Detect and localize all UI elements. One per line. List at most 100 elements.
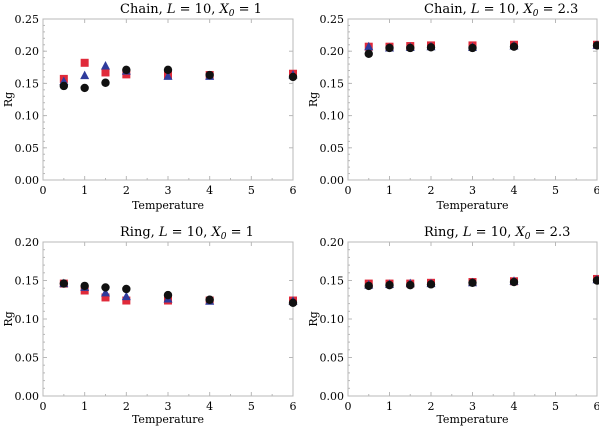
x-tick-label: 6 <box>290 184 297 197</box>
data-point-triangle <box>80 70 90 80</box>
y-tick-label: 0.05 <box>15 142 40 155</box>
x-tick-label: 6 <box>290 400 297 413</box>
chart-title-part: = 2.3 <box>531 225 571 240</box>
x-tick-label: 1 <box>81 400 88 413</box>
chart-title: Ring, L = 10, X0 = 1 <box>120 225 254 242</box>
data-point-circle <box>509 277 519 287</box>
x-tick-label: 6 <box>594 184 599 197</box>
chart-panel: Chain, L = 10, X0 = 2.30 1 2 3 4 5 60.000.050.… <box>307 2 599 212</box>
chart-panels: Chain, L = 10, X0 = 10 1 2 3 4 5 60.000.050.10… <box>2 2 599 426</box>
x-tick-label: 1 <box>386 184 393 197</box>
chart-title-part: L <box>462 225 472 240</box>
data-point-circle <box>59 81 69 91</box>
y-tick-label: 0.10 <box>320 110 345 123</box>
data-point-square <box>101 293 110 302</box>
x-tick-label: 2 <box>123 184 130 197</box>
y-axis-label: Rg <box>2 92 15 107</box>
plot-frame <box>42 18 294 181</box>
y-tick-label: 0.15 <box>15 275 40 288</box>
data-point-circle <box>592 276 599 285</box>
y-axis-label: Rg <box>2 311 15 326</box>
chart-title: Ring, L = 10, X0 = 2.3 <box>424 225 570 242</box>
y-tick-label: 0.00 <box>15 390 40 403</box>
data-point-circle <box>468 43 477 53</box>
data-point-circle <box>80 281 89 291</box>
data-point-circle <box>122 284 131 294</box>
data-point-circle <box>163 65 173 75</box>
series-circle <box>59 65 298 93</box>
data-point-circle <box>80 83 89 93</box>
y-tick-label: 0.20 <box>15 236 40 249</box>
data-point-circle <box>406 43 415 53</box>
data-point-circle <box>101 283 110 292</box>
x-tick-label: 2 <box>428 400 435 413</box>
series-circle <box>364 41 599 58</box>
x-tick-label: 0 <box>345 184 352 197</box>
series-triangle <box>59 61 298 85</box>
y-tick-label: 0.10 <box>15 110 40 123</box>
x-tick-label: 4 <box>511 400 518 413</box>
y-tick-label: 0.00 <box>320 174 345 187</box>
x-tick-label: 6 <box>594 400 599 413</box>
chart-title: Chain, L = 10, X0 = 1 <box>120 2 262 19</box>
series-circle <box>59 279 298 308</box>
data-point-square <box>80 58 89 67</box>
y-tick-label: 0.00 <box>320 390 345 403</box>
chart-title-part: = 10, <box>176 2 220 17</box>
x-tick-label: 2 <box>123 400 130 413</box>
y-tick-label: 0.20 <box>320 236 345 249</box>
series-square <box>59 58 297 83</box>
data-point-circle <box>59 279 69 288</box>
y-tick-label: 0.05 <box>320 142 345 155</box>
chart-title-part: = 10, <box>480 2 524 17</box>
x-tick-label: 5 <box>552 400 559 413</box>
chart-title-part: L <box>166 2 176 17</box>
x-tick-label: 0 <box>40 400 47 413</box>
y-tick-label: 0.10 <box>320 313 345 326</box>
series-triangle <box>364 40 599 52</box>
data-point-circle <box>205 70 214 80</box>
chart-title-part: L <box>158 225 168 240</box>
data-point-circle <box>426 43 436 52</box>
y-tick-label: 0.15 <box>320 275 345 288</box>
x-axis-label: Temperature <box>436 199 508 212</box>
y-axis-label: Rg <box>307 311 320 326</box>
y-axis-label: Rg <box>307 92 320 107</box>
chart-title-part: Ring, <box>424 225 463 240</box>
series-circle <box>364 276 599 291</box>
chart-title-part: X <box>522 2 533 17</box>
x-tick-label: 5 <box>552 184 559 197</box>
y-tick-label: 0.20 <box>320 45 345 58</box>
data-point-circle <box>122 65 131 75</box>
chart-title-part: = 2.3 <box>538 2 578 17</box>
chart-title-part: 0 <box>229 9 235 19</box>
data-point-circle <box>205 295 214 304</box>
x-tick-label: 1 <box>81 184 88 197</box>
chart-title-part: Chain, <box>424 2 471 17</box>
x-tick-label: 3 <box>165 184 172 197</box>
data-point-triangle <box>364 41 374 51</box>
data-point-circle <box>406 280 415 290</box>
data-point-circle <box>385 43 394 53</box>
data-point-circle <box>101 78 110 87</box>
data-point-circle <box>509 42 519 51</box>
chart-panel: Chain, L = 10, X0 = 10 1 2 3 4 5 60.000.050.10… <box>2 2 298 212</box>
chart-panel: Ring, L = 10, X0 = 2.30 1 2 3 4 5 60.000.050.1… <box>307 225 599 426</box>
x-axis-label: Temperature <box>132 199 204 212</box>
data-point-circle <box>288 298 298 308</box>
y-tick-label: 0.25 <box>15 13 40 26</box>
chart-title-part: 0 <box>525 232 531 242</box>
data-point-square <box>101 68 110 77</box>
data-point-triangle <box>101 287 110 297</box>
x-tick-label: 2 <box>428 184 435 197</box>
data-point-circle <box>288 72 298 82</box>
plot-frame <box>347 241 598 397</box>
data-point-circle <box>364 281 373 291</box>
chart-title-part: = 10, <box>472 225 516 240</box>
chart-panel: Ring, L = 10, X0 = 10 1 2 3 4 5 60.000.050.100… <box>2 225 298 426</box>
series-square <box>364 274 599 288</box>
x-axis-label: Temperature <box>436 413 508 426</box>
series-square <box>364 40 599 51</box>
chart-title-part: Chain, <box>120 2 167 17</box>
